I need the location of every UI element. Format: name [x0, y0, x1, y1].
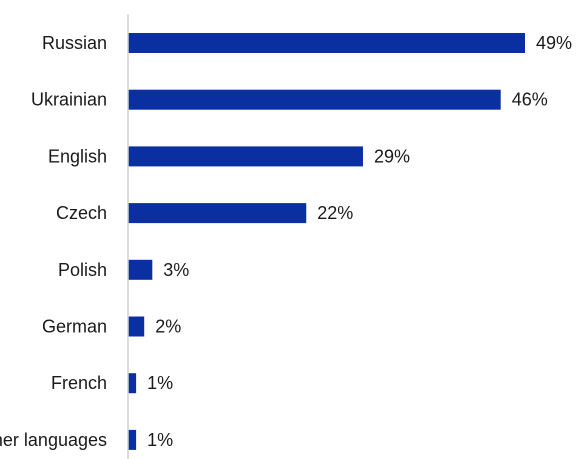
bar-ukrainian	[128, 89, 501, 110]
category-label: Czech	[56, 203, 107, 223]
category-label: Russian	[42, 33, 107, 53]
value-label: 29%	[374, 146, 410, 166]
bar-polish	[128, 259, 153, 280]
category-label: Polish	[58, 260, 107, 280]
value-labels-group: 49% 46% 29% 22% 3% 2% 1% 1%	[147, 33, 572, 450]
value-label: 22%	[317, 203, 353, 223]
category-label: Other languages	[0, 430, 107, 450]
bar-french	[128, 373, 137, 394]
category-label: German	[42, 317, 107, 337]
bar-russian	[128, 33, 525, 53]
category-label: French	[51, 373, 107, 393]
value-label: 1%	[147, 373, 173, 393]
category-label: Ukrainian	[31, 90, 107, 110]
value-label: 49%	[536, 33, 572, 53]
bars-group	[128, 33, 525, 450]
bar-english	[128, 146, 363, 167]
category-label: English	[48, 146, 107, 166]
value-label: 2%	[155, 317, 181, 337]
value-label: 1%	[147, 430, 173, 450]
bar-other-languages	[128, 429, 137, 450]
bar-german	[128, 316, 145, 337]
value-label: 46%	[512, 90, 548, 110]
bar-czech	[128, 203, 307, 224]
value-label: 3%	[163, 260, 189, 280]
category-labels-group: Russian Ukrainian English Czech Polish German…	[0, 33, 107, 450]
